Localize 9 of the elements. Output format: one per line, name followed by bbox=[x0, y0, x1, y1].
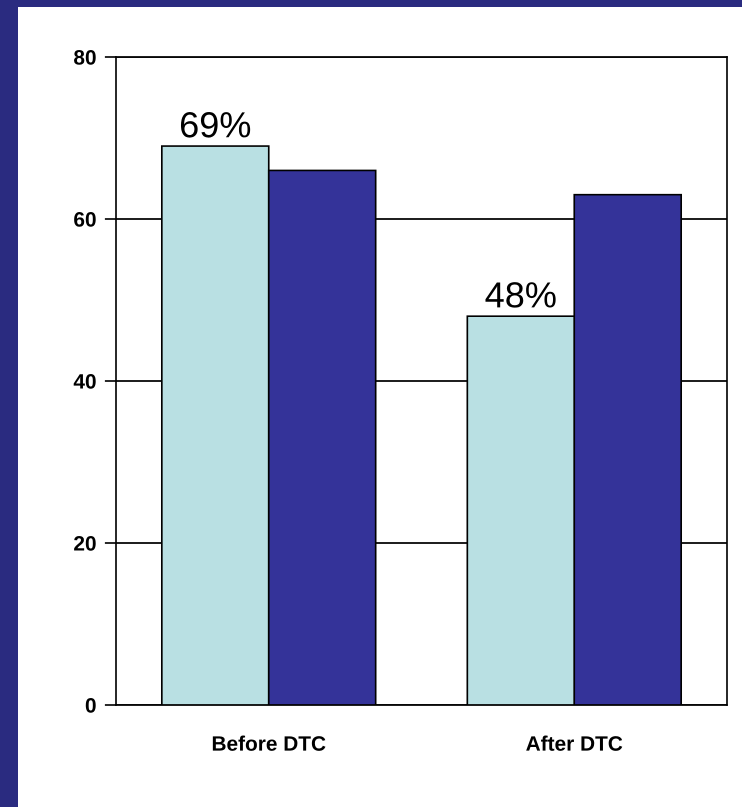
data-label: 48% bbox=[485, 282, 556, 308]
y-tick-label: 80 bbox=[74, 50, 96, 65]
y-tick-label: 40 bbox=[74, 374, 96, 389]
y-tick-label: 60 bbox=[74, 212, 96, 227]
data-label: 69% bbox=[180, 112, 250, 138]
y-tick-label: 20 bbox=[74, 536, 96, 551]
x-tick-label: Before DTC bbox=[212, 736, 326, 751]
x-tick-label: After DTC bbox=[526, 736, 622, 751]
y-tick-label: 0 bbox=[86, 698, 96, 713]
